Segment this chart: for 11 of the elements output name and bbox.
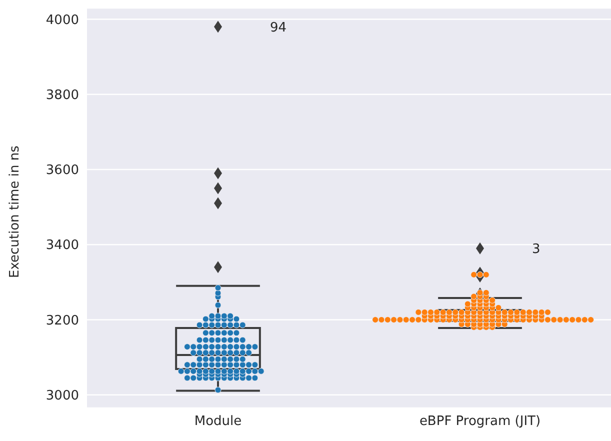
y-axis-title: Execution time in ns: [8, 145, 23, 278]
y-tick-label: 3000: [46, 388, 79, 404]
annotation: 3: [532, 242, 540, 257]
y-tick-label: 3800: [46, 88, 79, 103]
y-tick-label: 3200: [46, 313, 79, 328]
y-tick-label: 3600: [46, 163, 79, 178]
annotation: 94: [270, 20, 287, 36]
x-tick-label: Module: [194, 414, 242, 430]
x-tick-label: eBPF Program (JIT): [419, 414, 541, 430]
y-tick-label: 3400: [46, 238, 79, 254]
y-tick-label: 4000: [46, 12, 79, 28]
